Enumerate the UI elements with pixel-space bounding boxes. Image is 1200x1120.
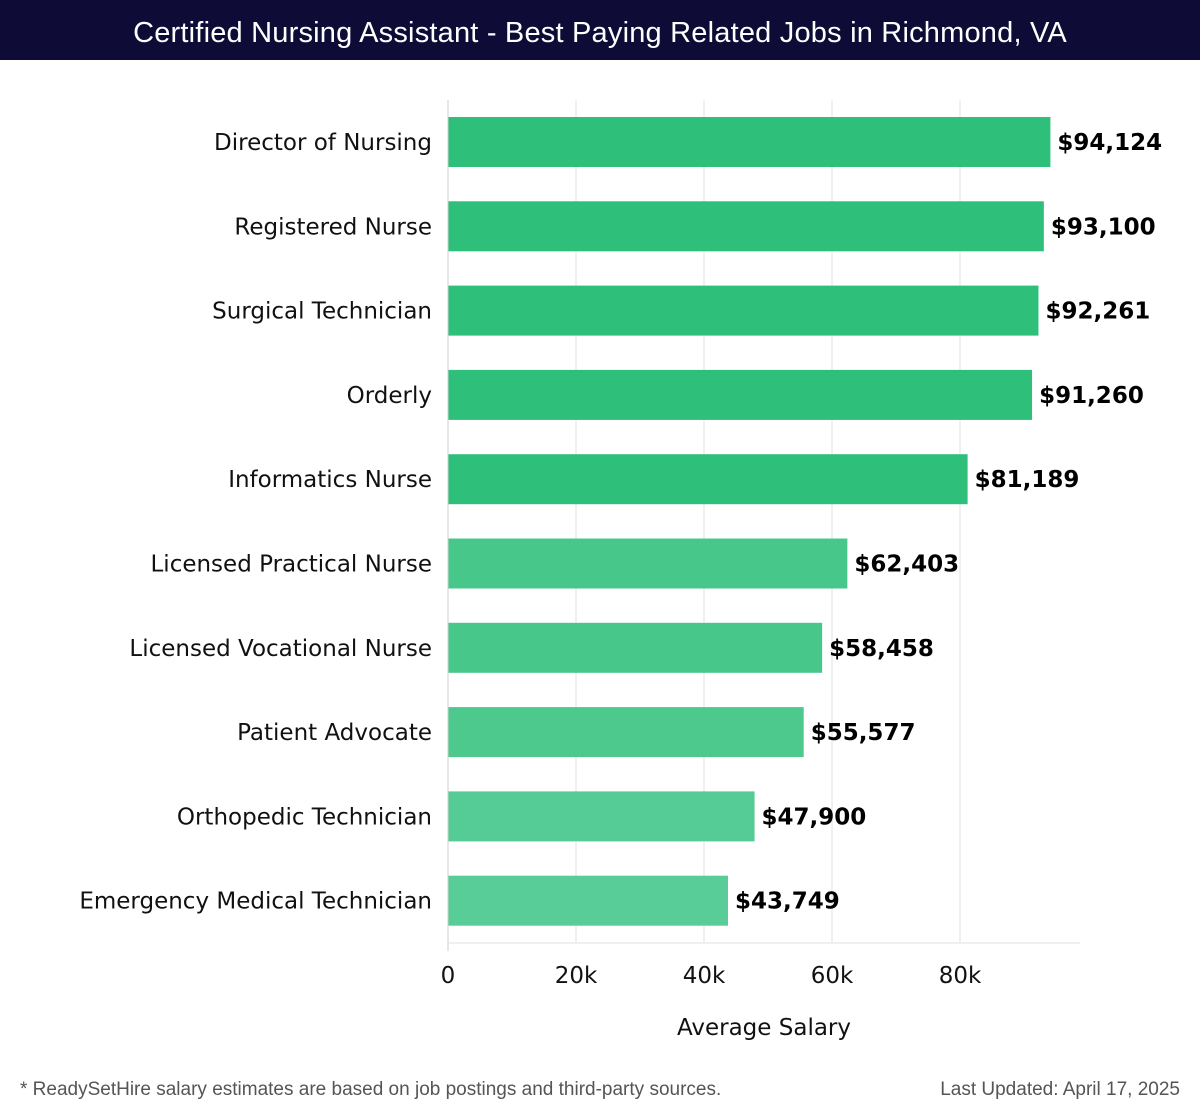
x-tick-label: 80k [939, 963, 982, 989]
footnote: * ReadySetHire salary estimates are base… [20, 1079, 722, 1100]
category-label: Licensed Practical Nurse [150, 552, 432, 578]
salary-bar-chart: Director of Nursing $94,124 Registered Nur… [79, 100, 1162, 1041]
bar [448, 538, 848, 589]
bar [448, 454, 968, 505]
category-label: Director of Nursing [214, 130, 432, 156]
value-label: $43,749 [735, 889, 840, 915]
x-axis: 0 20k 40k 60k 80k [441, 100, 1080, 989]
value-label: $91,260 [1039, 383, 1144, 409]
category-label: Emergency Medical Technician [79, 889, 432, 915]
bar [448, 622, 823, 673]
value-label: $55,577 [811, 720, 916, 746]
value-label: $81,189 [975, 467, 1080, 493]
x-axis-title: Average Salary [677, 1015, 851, 1041]
category-label: Orthopedic Technician [177, 804, 432, 830]
category-label: Orderly [347, 383, 432, 409]
bar [448, 707, 804, 758]
category-label: Registered Nurse [234, 214, 432, 240]
value-label: $92,261 [1045, 299, 1150, 325]
value-label: $58,458 [829, 636, 934, 662]
x-tick-label: 40k [683, 963, 726, 989]
x-tick-label: 20k [555, 963, 598, 989]
category-label: Informatics Nurse [228, 467, 432, 493]
bars: Director of Nursing $94,124 Registered Nur… [79, 117, 1162, 926]
bar [448, 117, 1051, 167]
value-label: $93,100 [1051, 214, 1156, 240]
x-tick-label: 0 [441, 963, 456, 989]
bar [448, 201, 1044, 252]
category-label: Surgical Technician [212, 299, 432, 325]
bar [448, 875, 728, 926]
bar [448, 369, 1033, 420]
value-label: $47,900 [762, 804, 867, 830]
header-bar [0, 0, 1200, 60]
bar [448, 285, 1039, 336]
value-label: $94,124 [1057, 130, 1162, 156]
category-label: Patient Advocate [237, 720, 432, 746]
category-label: Licensed Vocational Nurse [129, 636, 432, 662]
chart-title: Certified Nursing Assistant - Best Payin… [133, 17, 1067, 49]
value-label: $62,403 [854, 552, 959, 578]
bar [448, 791, 755, 842]
last-updated: Last Updated: April 17, 2025 [940, 1079, 1180, 1100]
x-tick-label: 60k [811, 963, 854, 989]
